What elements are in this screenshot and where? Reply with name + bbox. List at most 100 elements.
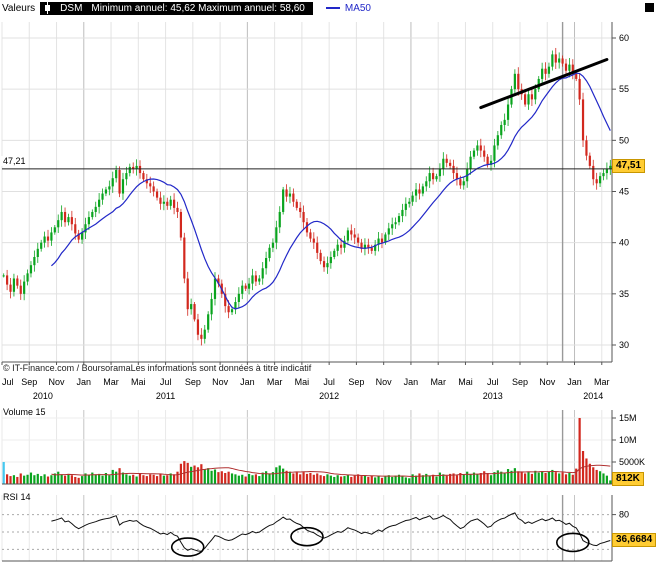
volume-bar <box>265 471 268 484</box>
candle-body <box>496 135 499 146</box>
candle-body <box>411 195 414 202</box>
volume-panel-label: Volume 15 <box>3 407 46 417</box>
candle-body <box>421 186 424 194</box>
volume-bar <box>541 471 544 484</box>
volume-bar <box>357 474 360 484</box>
volume-bar <box>87 474 90 484</box>
volume-bar <box>91 472 94 484</box>
volume-bar <box>391 476 394 484</box>
volume-bar <box>609 480 612 484</box>
candle-body <box>442 158 445 169</box>
volume-bar <box>145 476 148 484</box>
volume-bar <box>449 473 452 484</box>
candle-body <box>118 170 121 194</box>
candle-body <box>2 275 5 277</box>
candle-body <box>384 234 387 243</box>
volume-bar <box>452 473 455 484</box>
volume-bar <box>135 476 138 484</box>
x-tick-label: Jan <box>567 377 582 387</box>
candle-body <box>343 240 346 248</box>
candle-body <box>46 236 50 241</box>
volume-bar <box>339 476 343 484</box>
candle-body <box>67 217 70 223</box>
legend-bar: Valeurs DSM Minimum annuel: 45,62 Maximu… <box>0 0 658 16</box>
volume-bar <box>186 462 189 484</box>
candle-body <box>19 285 22 294</box>
candle-body <box>353 234 356 238</box>
ma50-label: MA50 <box>344 2 371 14</box>
volume-chart[interactable]: 15M 10M 5000K <box>0 406 658 491</box>
candle-body <box>602 173 605 177</box>
candle-body <box>152 186 155 192</box>
volume-bar <box>166 475 169 484</box>
x-tick-label: Nov <box>49 377 66 387</box>
volume-bar <box>176 471 179 484</box>
volume-bar <box>394 475 397 484</box>
volume-bar <box>476 474 479 484</box>
volume-bar <box>483 471 486 484</box>
volume-bar <box>53 473 56 484</box>
y-tick-label: 5000K <box>619 457 645 467</box>
candle-body <box>275 227 278 243</box>
volume-bar <box>227 471 230 484</box>
candle-body <box>16 278 19 286</box>
volume-bar <box>544 473 547 484</box>
annual-range-label: Minimum annuel: 45,62 Maximum annuel: 58… <box>91 2 305 14</box>
x-tick-label: Sep <box>512 377 528 387</box>
y-tick-label: 45 <box>619 187 629 197</box>
rsi-line <box>51 512 611 552</box>
candle-body <box>449 162 452 166</box>
y-tick-label: 40 <box>619 238 629 248</box>
candle-body <box>200 334 203 339</box>
candle-body <box>558 58 561 63</box>
rsi-chart[interactable]: 80 <box>0 491 658 571</box>
volume-bar <box>561 472 564 484</box>
volume-bar <box>98 473 101 484</box>
candle-body <box>207 314 210 330</box>
candle-body <box>43 236 46 243</box>
volume-bar <box>207 468 210 484</box>
volume-bar <box>571 474 574 484</box>
candle-body <box>312 238 315 243</box>
volume-bar <box>602 473 605 484</box>
volume-bar <box>445 475 448 484</box>
volume-bar <box>530 473 534 484</box>
volume-bar <box>217 472 220 484</box>
volume-bar <box>455 475 459 484</box>
x-tick-label: Jan <box>77 377 92 387</box>
volume-bar <box>23 475 26 484</box>
volume-bar <box>12 475 16 484</box>
candle-body <box>483 150 486 157</box>
candle-body <box>346 230 349 241</box>
candle-body <box>155 191 159 198</box>
y-tick-label: 60 <box>619 33 629 43</box>
candle-body <box>319 252 322 262</box>
volume-bar <box>551 469 554 484</box>
volume-bar <box>6 474 9 484</box>
candle-body <box>592 165 595 180</box>
volume-bar <box>80 476 84 484</box>
volume-bar <box>101 475 104 484</box>
volume-bar <box>397 474 401 484</box>
volume-bar <box>350 476 353 484</box>
volume-bar <box>575 468 578 484</box>
candle-body <box>261 268 264 279</box>
candle-body <box>309 232 312 239</box>
y-tick-label: 10M <box>619 435 637 445</box>
candlestick-icon <box>45 2 51 14</box>
x-tick-label: Sep <box>185 377 201 387</box>
volume-bar <box>346 474 349 484</box>
y-tick-label: 15M <box>619 413 637 423</box>
volume-bar <box>142 475 145 484</box>
price-chart[interactable]: Jul Sep Nov Jan Mar Mai Jul Sep Nov Jan Mar Mai Jul S… <box>0 16 658 406</box>
candle-body <box>159 197 162 204</box>
last-rsi-badge: 36,6684 <box>612 533 657 547</box>
candle-body <box>438 168 442 177</box>
volume-bar <box>360 476 363 484</box>
volume-bar <box>220 471 223 484</box>
candle-body <box>288 193 292 197</box>
volume-bar <box>418 473 421 484</box>
candle-body <box>176 207 179 212</box>
candle-body <box>172 199 176 208</box>
